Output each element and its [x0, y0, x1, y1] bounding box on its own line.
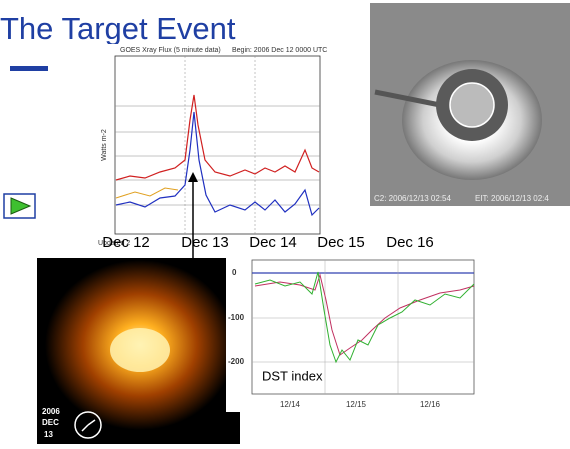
- lasco-caption-right: EIT: 2006/12/13 02:4: [475, 194, 549, 203]
- sun-image: 2006 DEC 13: [37, 258, 240, 444]
- dst-bg: [226, 256, 480, 412]
- date-label: Dec 15: [317, 234, 365, 251]
- slide: The Target Event GOES Xray Flux (5 minut…: [0, 0, 570, 444]
- goes-plot: GOES Xray Flux (5 minute data) Begin: 20…: [95, 44, 331, 250]
- lasco-caption-left: C2: 2006/12/13 02:54: [374, 194, 452, 203]
- slide-title: The Target Event: [0, 11, 236, 46]
- dst-y-tick: 0: [232, 268, 237, 277]
- sun-day: 13: [44, 430, 53, 439]
- lasco-sun: [450, 83, 494, 127]
- dst-plot: 0 -100 -200 12/14 12/15 12/16 DST index: [226, 256, 480, 412]
- sun-core: [110, 328, 170, 372]
- goes-y-label: Watts m-2: [101, 129, 108, 161]
- title-dash: [10, 66, 48, 71]
- date-label: Dec 16: [386, 234, 434, 251]
- sun-year: 2006: [42, 407, 60, 416]
- dst-x-tick: 12/16: [420, 400, 441, 409]
- goes-title: GOES Xray Flux (5 minute data): [120, 47, 221, 54]
- goes-bg: [95, 44, 331, 250]
- date-label: Dec 13: [181, 234, 229, 251]
- goes-begin: Begin: 2006 Dec 12 0000 UTC: [232, 47, 327, 54]
- page: The Target Event GOES Xray Flux (5 minut…: [0, 0, 570, 444]
- lasco-image: C2: 2006/12/13 02:54 EIT: 2006/12/13 02:…: [370, 3, 570, 206]
- dst-y-tick: -200: [228, 357, 245, 366]
- sun-month: DEC: [42, 418, 59, 427]
- date-label: Dec 12: [102, 234, 150, 251]
- date-label: Dec 14: [249, 234, 297, 251]
- dst-x-tick: 12/14: [280, 400, 301, 409]
- dst-x-tick: 12/15: [346, 400, 367, 409]
- dst-y-tick: -100: [228, 313, 245, 322]
- dst-label: DST index: [262, 368, 323, 383]
